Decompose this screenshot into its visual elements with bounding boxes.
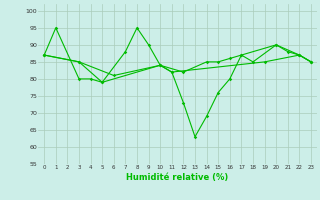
X-axis label: Humidité relative (%): Humidité relative (%) bbox=[126, 173, 229, 182]
